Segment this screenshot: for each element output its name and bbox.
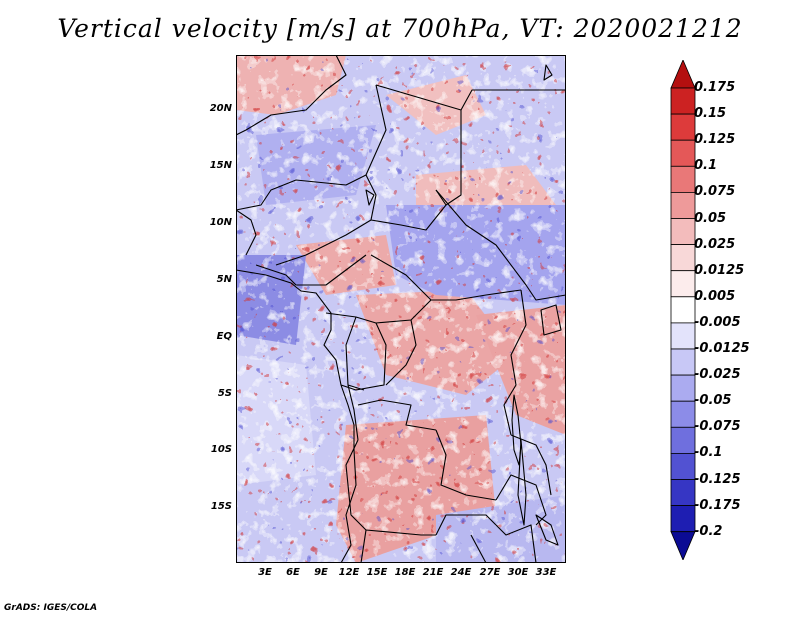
colorbar-swatch bbox=[670, 296, 696, 324]
colorbar-label: 0.175 bbox=[694, 80, 736, 95]
colorbar-label: -0.125 bbox=[694, 471, 741, 487]
colorbar-swatch bbox=[670, 113, 696, 141]
colorbar-swatch bbox=[670, 244, 696, 272]
lat-label-5n: 5N bbox=[216, 274, 232, 285]
colorbar-swatch bbox=[670, 505, 696, 533]
colorbar-swatch bbox=[670, 139, 696, 167]
colorbar-swatch bbox=[670, 452, 696, 480]
colorbar-label: 0.075 bbox=[694, 184, 736, 200]
colorbar-label: -0.05 bbox=[694, 393, 732, 409]
lon-label-33e: 33E bbox=[535, 567, 557, 578]
lon-label-27e: 27E bbox=[479, 567, 501, 578]
colorbar-swatch bbox=[670, 60, 696, 89]
lat-label-15n: 15N bbox=[209, 160, 232, 171]
country-borders bbox=[236, 55, 566, 563]
lon-label-15e: 15E bbox=[366, 567, 388, 578]
coastline bbox=[236, 269, 357, 563]
colorbar-label: -0.1 bbox=[694, 445, 723, 461]
lat-label-15s: 15S bbox=[210, 501, 232, 512]
colorbar-label: 0.15 bbox=[694, 106, 727, 122]
lon-label-9e: 9E bbox=[314, 567, 328, 578]
lon-label-12e: 12E bbox=[338, 567, 360, 578]
colorbar-label: -0.005 bbox=[694, 314, 741, 330]
chart-title: Vertical velocity [m/s] at 700hPa, VT: 2… bbox=[57, 14, 743, 43]
map-frame bbox=[236, 55, 566, 563]
lon-label-18e: 18E bbox=[394, 567, 416, 578]
lon-label-24e: 24E bbox=[450, 567, 472, 578]
colorbar-label: 0.1 bbox=[694, 158, 718, 174]
field-texture-blue bbox=[236, 55, 566, 563]
colorbar-swatch bbox=[670, 322, 696, 350]
colorbar-swatch bbox=[670, 218, 696, 246]
colorbar-label: 0.005 bbox=[694, 288, 736, 304]
lat-label-eq: EQ bbox=[216, 331, 232, 342]
lon-label-30e: 30E bbox=[507, 567, 529, 578]
colorbar-label: -0.075 bbox=[694, 419, 741, 435]
colorbar-label: 0.05 bbox=[694, 210, 727, 226]
lat-label-10s: 10S bbox=[210, 444, 232, 455]
colorbar-label: -0.0125 bbox=[694, 341, 750, 356]
colorbar-swatch bbox=[670, 479, 696, 507]
colorbar-label: -0.175 bbox=[694, 497, 741, 513]
colorbar-swatch bbox=[670, 87, 696, 115]
colorbar-swatch bbox=[670, 374, 696, 402]
colorbar-swatch bbox=[670, 531, 696, 560]
colorbar bbox=[670, 60, 696, 560]
colorbar-swatch bbox=[670, 191, 696, 219]
lat-label-20n: 20N bbox=[209, 103, 232, 114]
colorbar-label: -0.025 bbox=[694, 367, 741, 383]
lon-label-6e: 6E bbox=[286, 567, 300, 578]
lon-label-21e: 21E bbox=[422, 567, 444, 578]
colorbar-label: 0.125 bbox=[694, 132, 736, 148]
lat-label-10n: 10N bbox=[209, 217, 232, 228]
colorbar-label: 0.025 bbox=[694, 236, 736, 252]
colorbar-swatch bbox=[670, 270, 696, 298]
colorbar-label: -0.2 bbox=[694, 523, 723, 539]
colorbar-swatch bbox=[670, 348, 696, 376]
colorbar-label: 0.0125 bbox=[694, 262, 745, 278]
velocity-map bbox=[236, 55, 566, 563]
colorbar-swatch bbox=[670, 426, 696, 454]
colorbar-swatch bbox=[670, 400, 696, 428]
grads-credit: GrADS: IGES/COLA bbox=[4, 603, 98, 613]
lat-label-5s: 5S bbox=[217, 388, 232, 399]
colorbar-swatch bbox=[670, 165, 696, 193]
lon-label-3e: 3E bbox=[258, 567, 272, 578]
